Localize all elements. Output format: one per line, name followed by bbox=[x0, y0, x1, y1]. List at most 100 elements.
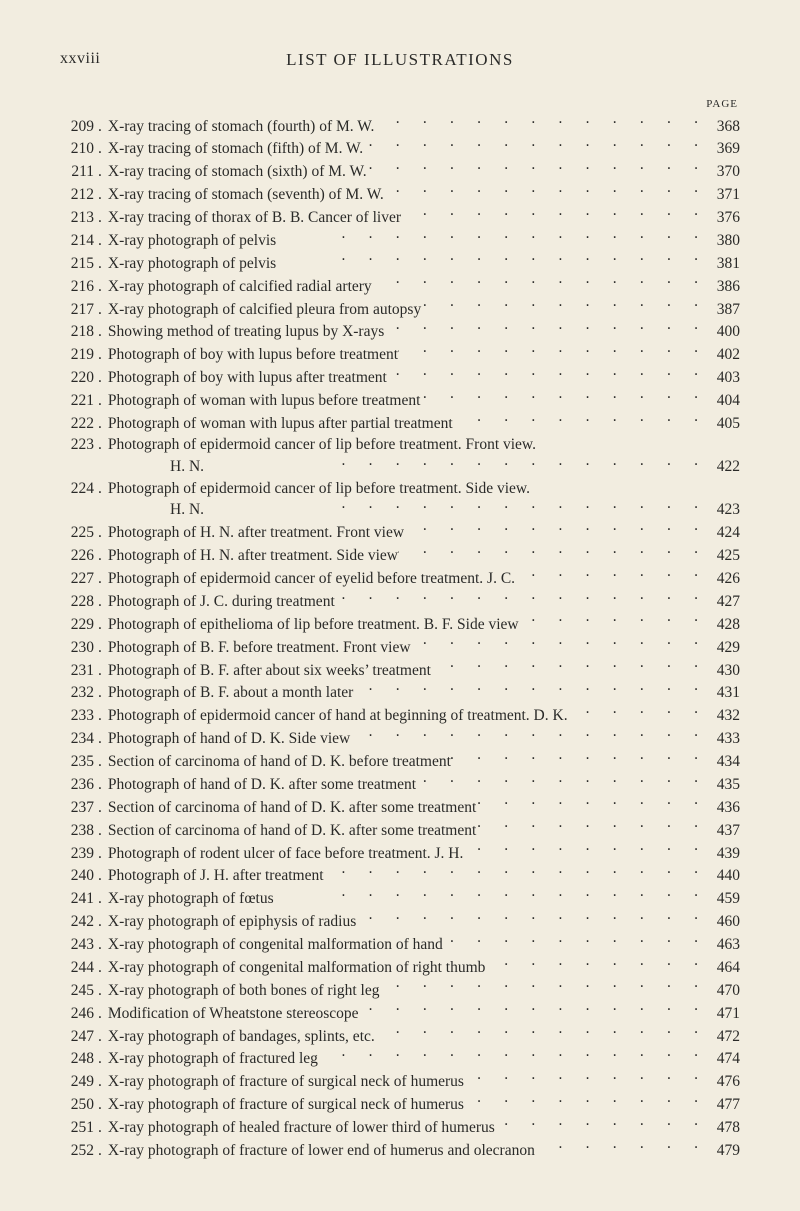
entry-number: 218 bbox=[60, 321, 98, 342]
entry-number-dot: . bbox=[98, 705, 108, 726]
leader-dots bbox=[204, 499, 698, 515]
entry-number: 221 bbox=[60, 390, 98, 411]
leader-dots bbox=[367, 160, 698, 177]
entry-page: 369 bbox=[698, 138, 740, 159]
entry-page: 435 bbox=[698, 774, 740, 795]
entry-row: 218.Showing method of treating lupus by … bbox=[60, 320, 740, 343]
entry-number-dot: . bbox=[98, 637, 108, 658]
entry-page: 478 bbox=[698, 1117, 740, 1138]
entry-text: X-ray photograph of fracture of lower en… bbox=[108, 1140, 535, 1161]
entry-row: 234.Photograph of hand of D. K. Side vie… bbox=[60, 727, 740, 750]
entry-number-dot: . bbox=[98, 434, 108, 455]
entry-page: 470 bbox=[698, 980, 740, 1001]
leader-dots bbox=[463, 841, 698, 858]
entry-number: 252 bbox=[60, 1140, 98, 1161]
entry-number-dot: . bbox=[98, 390, 108, 411]
entry-text: X-ray tracing of stomach (fourth) of M. … bbox=[108, 116, 374, 137]
entry-number: 251 bbox=[60, 1117, 98, 1138]
roman-page-number: xxviii bbox=[60, 50, 100, 68]
entry-page: 434 bbox=[698, 751, 740, 772]
entry-page: 426 bbox=[698, 568, 740, 589]
entry-text: Photograph of H. N. after treatment. Sid… bbox=[108, 545, 398, 566]
entry-continuation-text: H. N. bbox=[170, 499, 204, 520]
entry-row: 223.Photograph of epidermoid cancer of l… bbox=[60, 434, 740, 455]
leader-dots bbox=[359, 1001, 698, 1018]
entry-page: 433 bbox=[698, 728, 740, 749]
entry-number: 213 bbox=[60, 207, 98, 228]
entry-text: Section of carcinoma of hand of D. K. af… bbox=[108, 797, 476, 818]
leader-dots bbox=[356, 910, 698, 927]
leader-dots bbox=[476, 795, 698, 812]
entry-row: 241.X-ray photograph of fœtus459 bbox=[60, 887, 740, 910]
entry-number: 215 bbox=[60, 253, 98, 274]
entry-number: 224 bbox=[60, 478, 98, 499]
entry-number-dot: . bbox=[98, 843, 108, 864]
entry-page: 430 bbox=[698, 660, 740, 681]
entry-number: 223 bbox=[60, 434, 98, 455]
entry-number: 244 bbox=[60, 957, 98, 978]
entry-row: 239.Photograph of rodent ulcer of face b… bbox=[60, 841, 740, 864]
entry-number: 226 bbox=[60, 545, 98, 566]
entry-number: 242 bbox=[60, 911, 98, 932]
entry-text: Photograph of epidermoid cancer of lip b… bbox=[108, 478, 530, 499]
entry-number: 209 bbox=[60, 116, 98, 137]
entry-page: 476 bbox=[698, 1071, 740, 1092]
entry-number-dot: . bbox=[98, 568, 108, 589]
entry-row: 250.X-ray photograph of fracture of surg… bbox=[60, 1093, 740, 1116]
entry-row: 213.X-ray tracing of thorax of B. B. Can… bbox=[60, 206, 740, 229]
entry-number: 210 bbox=[60, 138, 98, 159]
entry-page: 386 bbox=[698, 276, 740, 297]
entry-page: 440 bbox=[698, 865, 740, 886]
entry-number-dot: . bbox=[98, 865, 108, 886]
entry-text: Photograph of H. N. after treatment. Fro… bbox=[108, 522, 404, 543]
entry-text: X-ray photograph of fractured leg bbox=[108, 1048, 318, 1069]
entry-row: 217.X-ray photograph of calcified pleura… bbox=[60, 297, 740, 320]
entry-text: X-ray tracing of stomach (seventh) of M.… bbox=[108, 184, 384, 205]
entry-text: X-ray photograph of epiphysis of radius bbox=[108, 911, 356, 932]
entry-text: Photograph of J. H. after treatment bbox=[108, 865, 324, 886]
entry-number: 231 bbox=[60, 660, 98, 681]
entry-text: Photograph of J. C. during treatment bbox=[108, 591, 335, 612]
entry-row: 210.X-ray tracing of stomach (fifth) of … bbox=[60, 137, 740, 160]
entry-page: 425 bbox=[698, 545, 740, 566]
leader-dots bbox=[476, 818, 698, 835]
leader-dots bbox=[401, 206, 698, 223]
entry-row: 243.X-ray photograph of congenital malfo… bbox=[60, 933, 740, 956]
entry-number: 229 bbox=[60, 614, 98, 635]
entry-row: 225.Photograph of H. N. after treatment.… bbox=[60, 521, 740, 544]
entry-number-dot: . bbox=[98, 660, 108, 681]
entry-number: 230 bbox=[60, 637, 98, 658]
entry-number-dot: . bbox=[98, 980, 108, 1001]
entry-text: Section of carcinoma of hand of D. K. be… bbox=[108, 751, 451, 772]
entry-text: Photograph of B. F. after about six week… bbox=[108, 660, 431, 681]
entry-page: 472 bbox=[698, 1026, 740, 1047]
entry-number-dot: . bbox=[98, 1094, 108, 1115]
entry-page: 371 bbox=[698, 184, 740, 205]
entry-number-dot: . bbox=[98, 797, 108, 818]
entry-row: 232.Photograph of B. F. about a month la… bbox=[60, 681, 740, 704]
entry-number: 225 bbox=[60, 522, 98, 543]
entry-number-dot: . bbox=[98, 184, 108, 205]
leader-dots bbox=[420, 389, 698, 406]
entry-number-dot: . bbox=[98, 934, 108, 955]
entry-number-dot: . bbox=[98, 888, 108, 909]
entry-row: 221.Photograph of woman with lupus befor… bbox=[60, 389, 740, 412]
entry-text: X-ray tracing of stomach (sixth) of M. W… bbox=[108, 161, 367, 182]
leader-dots bbox=[276, 228, 698, 245]
entry-number: 212 bbox=[60, 184, 98, 205]
entry-text: X-ray photograph of pelvis bbox=[108, 230, 276, 251]
leader-dots bbox=[535, 1138, 698, 1155]
entry-row: 235.Section of carcinoma of hand of D. K… bbox=[60, 750, 740, 773]
leader-dots bbox=[374, 114, 698, 131]
entry-text: Photograph of epithelioma of lip before … bbox=[108, 614, 519, 635]
entry-row: 222.Photograph of woman with lupus after… bbox=[60, 411, 740, 434]
entry-number: 247 bbox=[60, 1026, 98, 1047]
entry-text: X-ray photograph of bandages, splints, e… bbox=[108, 1026, 375, 1047]
leader-dots bbox=[318, 1047, 698, 1064]
entry-row: 240.Photograph of J. H. after treatment4… bbox=[60, 864, 740, 887]
entry-number-dot: . bbox=[98, 367, 108, 388]
entry-text: Photograph of hand of D. K. after some t… bbox=[108, 774, 416, 795]
entry-number-dot: . bbox=[98, 276, 108, 297]
entry-number-dot: . bbox=[98, 344, 108, 365]
entry-page: 380 bbox=[698, 230, 740, 251]
